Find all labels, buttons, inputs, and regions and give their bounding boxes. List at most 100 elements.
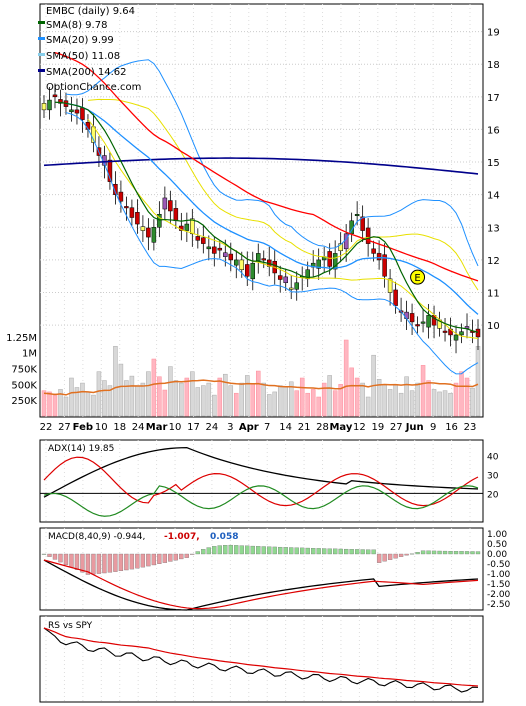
macd-hist-bar (316, 548, 321, 555)
volume-tick: 500K (11, 380, 37, 391)
candle-body (168, 200, 173, 212)
macd-hist-bar (212, 546, 217, 555)
bollinger-inner-upper (87, 98, 479, 291)
macd-hist-bar (135, 553, 140, 569)
volume-bar (91, 394, 96, 417)
candle-body (80, 107, 85, 120)
di-minus-line (43, 456, 479, 507)
volume-bar (217, 377, 223, 417)
x-tick: Feb (73, 422, 93, 433)
volume-bar (223, 373, 228, 417)
macd-hist-bar (371, 549, 376, 555)
macd-hist-bar (217, 545, 222, 555)
macd-hist-bar (376, 553, 382, 563)
candle-body (146, 227, 151, 238)
candle-body (354, 214, 360, 217)
volume-bar (404, 376, 409, 417)
x-tick: Apr (239, 422, 259, 433)
volume-bar (470, 387, 475, 417)
macd-hist-bar (333, 548, 338, 555)
candle-body (294, 282, 299, 290)
candle-body (135, 212, 140, 225)
candle-body (74, 109, 80, 114)
x-tick: 28 (316, 422, 329, 433)
x-tick: 16 (445, 422, 458, 433)
volume-bar (184, 377, 190, 417)
watermark: OptionChance.com (46, 82, 141, 93)
candle-body (151, 227, 157, 243)
volume-bar (157, 376, 162, 417)
x-tick: 18 (113, 422, 126, 433)
macd-hist-bar (420, 550, 426, 555)
price-tick: 18 (487, 60, 500, 71)
macd-hist-bar (261, 546, 266, 555)
macd-hist-bar (278, 546, 283, 555)
candle-body (58, 99, 63, 104)
macd-value2: -1.007, (164, 532, 200, 542)
candle-body (459, 331, 464, 336)
volume-bar (250, 384, 256, 417)
price-tick: 13 (487, 223, 500, 234)
volume-bar (332, 390, 338, 417)
candle-body (283, 276, 288, 284)
macd-hist-bar (437, 550, 442, 555)
macd-tick: -1.50 (487, 580, 511, 590)
volume-bar (409, 390, 415, 417)
candle-body (206, 246, 212, 250)
adx-title: ADX(14) 19.85 (48, 444, 114, 454)
volume-tick: 250K (11, 396, 37, 407)
macd-hist-bar (74, 553, 80, 570)
x-tick: 24 (206, 422, 219, 433)
macd-hist-bar (47, 553, 52, 557)
volume-bar (168, 366, 173, 417)
macd-hist-bar (96, 553, 102, 574)
macd-tick: 0.50 (487, 540, 507, 550)
macd-hist-bar (393, 553, 398, 559)
bollinger-inner-lower (87, 119, 479, 340)
macd-tick: -0.50 (487, 560, 511, 570)
rs-title: RS vs SPY (48, 621, 93, 631)
candle-body (442, 330, 448, 333)
macd-hist-bar (157, 553, 162, 564)
x-tick: 23 (464, 422, 477, 433)
volume-tick: 1M (22, 349, 37, 360)
volume-bar (179, 382, 184, 417)
macd-hist-bar (464, 551, 470, 555)
price-panel-frame (39, 3, 484, 418)
macd-hist-bar (426, 550, 431, 555)
volume-bar (245, 375, 250, 417)
macd-hist-bar (162, 553, 168, 563)
macd-hist-bar (195, 551, 200, 555)
x-tick: 27 (390, 422, 403, 433)
macd-hist-bar (360, 549, 365, 555)
macd-hist-bar (234, 545, 239, 555)
x-tick: 9 (430, 422, 436, 433)
volume-tick: 750K (11, 365, 37, 376)
candle-body (201, 237, 206, 244)
macd-hist-bar (475, 551, 481, 555)
candle-body (404, 311, 409, 319)
macd-hist-bar (52, 553, 58, 560)
macd-hist-bar (459, 551, 464, 555)
adx-line (43, 446, 479, 498)
macd-hist-bar (344, 548, 349, 555)
indicator-lines (40, 446, 483, 693)
volume-bar (387, 389, 393, 417)
volume-bar (310, 389, 316, 417)
volume-bar (234, 392, 239, 417)
volume-bar (113, 346, 118, 417)
macd-hist-bar (470, 551, 475, 555)
volume-bar (288, 381, 294, 417)
macd-hist-bar (41, 553, 47, 555)
volume-bar (58, 389, 63, 417)
candle-body (212, 246, 217, 254)
candle-body (256, 253, 261, 261)
chart-title: EMBC (daily) 9.64 (46, 6, 135, 17)
legend-sma50: SMA(50) 11.08 (46, 51, 120, 62)
x-tick: 22 (40, 422, 53, 433)
volume-bar (464, 377, 470, 417)
grid-lines (40, 4, 483, 702)
legend: EMBC (daily) 9.64 SMA(8) 9.78 SMA(20) 9.… (38, 6, 141, 93)
volume-bar (162, 389, 168, 417)
